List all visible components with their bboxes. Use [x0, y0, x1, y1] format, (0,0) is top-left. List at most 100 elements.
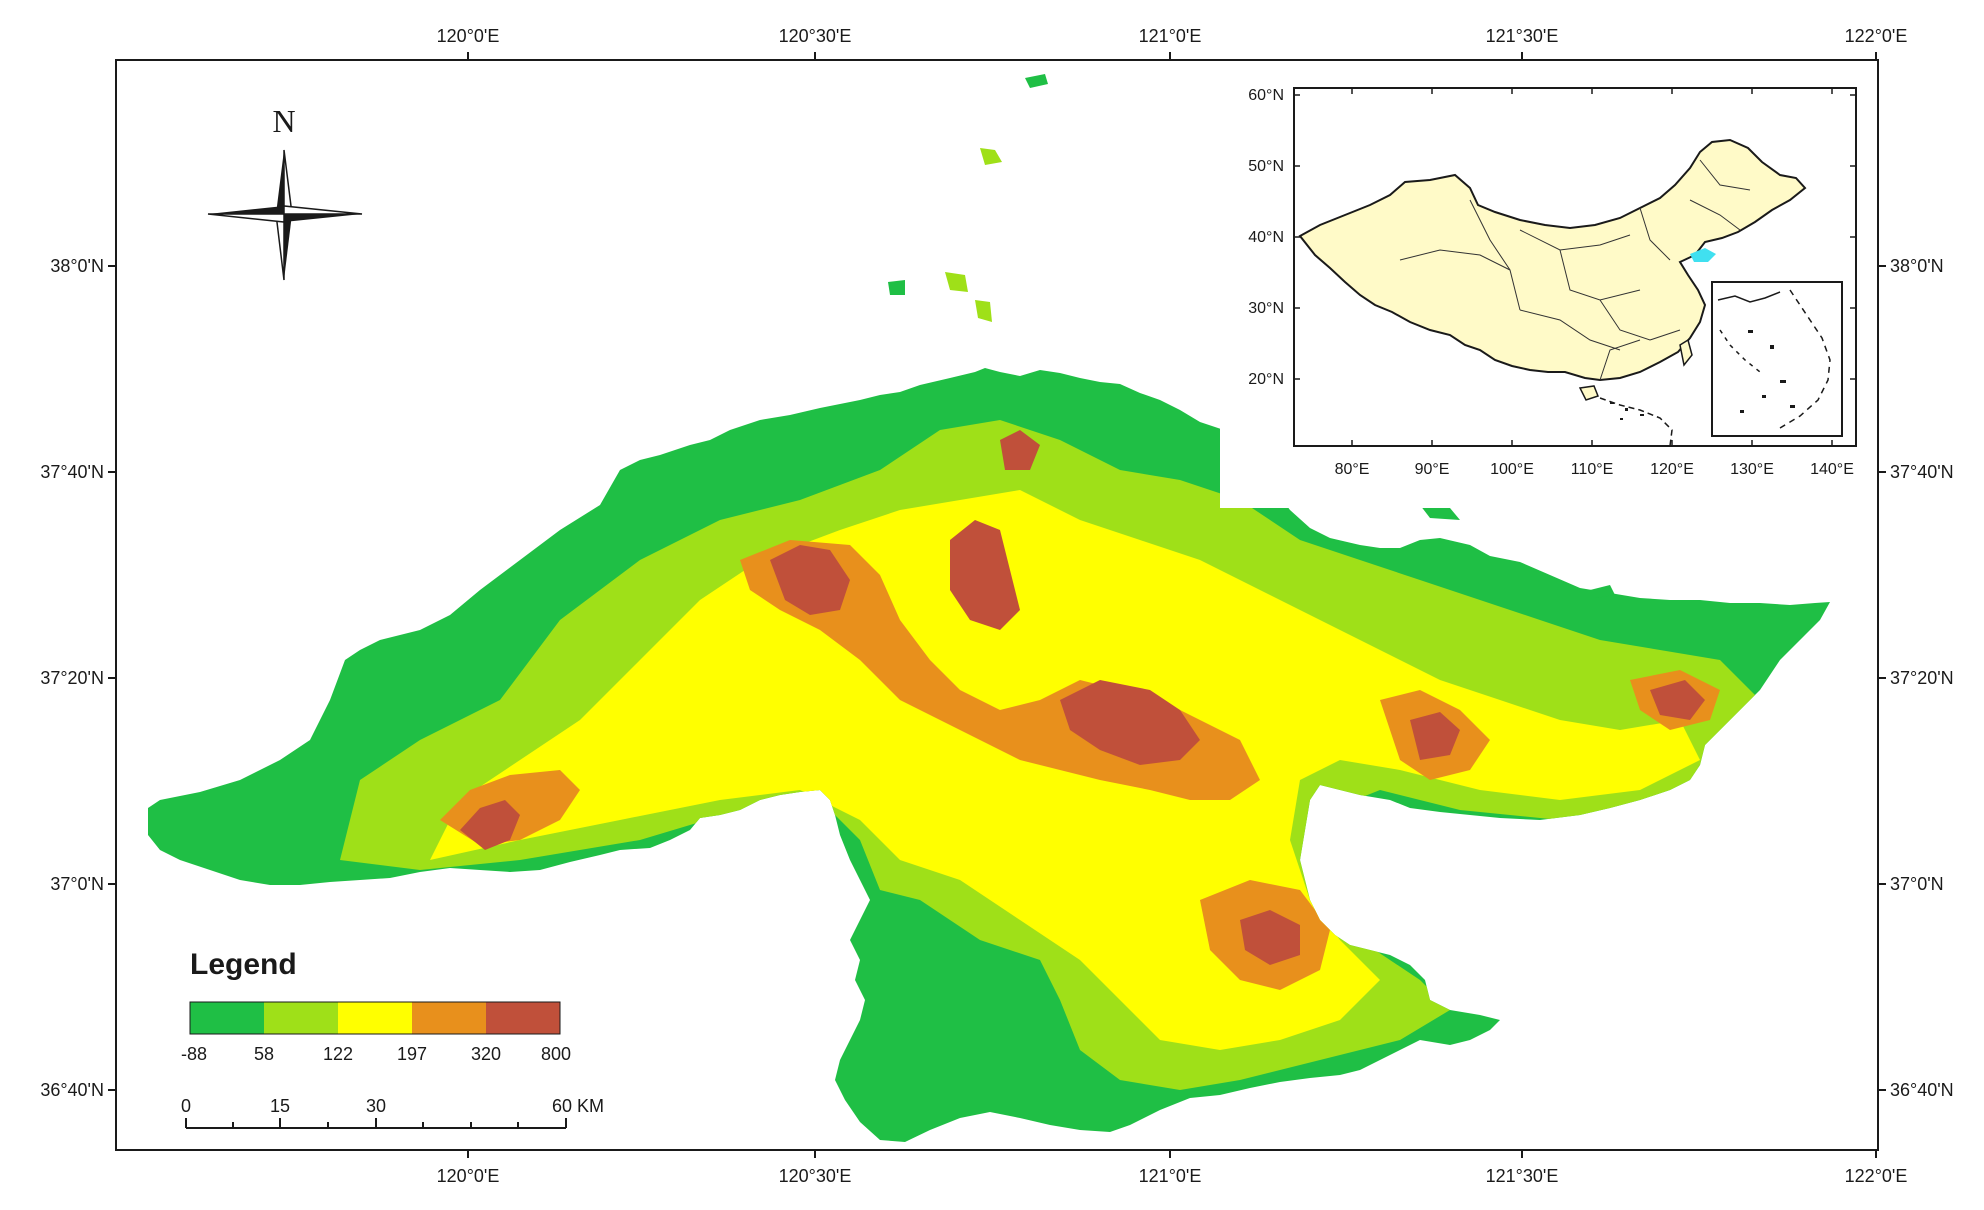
- zone-red-center: [950, 520, 1020, 630]
- right-tick-label: 38°0'N: [1890, 256, 1944, 276]
- right-ticks: 38°0'N 37°40'N 37°20'N 37°0'N 36°40'N: [1878, 256, 1954, 1100]
- south-sea-dashes: [1779, 289, 1831, 429]
- inset-islands: [1610, 402, 1644, 420]
- legend-swatch-5: [486, 1002, 560, 1034]
- scale-label: 0: [181, 1096, 191, 1116]
- south-sea-dashes: [1719, 329, 1761, 373]
- province-line: [1469, 199, 1521, 311]
- top-tick-label: 121°0'E: [1139, 26, 1202, 46]
- bottom-tick-label: 120°30'E: [779, 1166, 852, 1186]
- inset-lon-label: 80°E: [1335, 461, 1370, 478]
- scale-label: 15: [270, 1096, 290, 1116]
- province-line: [1519, 309, 1621, 351]
- inset-lat-label: 30°N: [1248, 300, 1284, 317]
- zone-red-north: [770, 545, 850, 615]
- right-tick-label: 37°20'N: [1890, 668, 1954, 688]
- north-arrow-point-west-light: [207, 213, 285, 223]
- province-line: [1519, 229, 1631, 251]
- province-line: [1399, 249, 1511, 271]
- island: [945, 272, 968, 292]
- north-arrow-point-south: [284, 214, 292, 280]
- inset-lon-label: 120°E: [1650, 461, 1694, 478]
- north-arrow-point-east-light: [283, 205, 363, 215]
- top-ticks: 120°0'E 120°30'E 121°0'E 121°30'E 122°0'…: [437, 26, 1908, 60]
- inset-island: [1610, 402, 1614, 404]
- zone-red-mountain: [1060, 680, 1200, 765]
- inset-study-area: [1690, 248, 1716, 262]
- island: [888, 280, 905, 295]
- inset-island: [1640, 414, 1644, 416]
- south-sea-coast: [1717, 291, 1781, 303]
- inset-island: [1625, 408, 1628, 411]
- elevation-map: [148, 74, 1830, 1142]
- right-tick-label: 37°40'N: [1890, 462, 1954, 482]
- island: [1025, 74, 1048, 88]
- legend-value: 58: [254, 1044, 274, 1064]
- north-arrow: N: [207, 103, 363, 281]
- left-ticks: 38°0'N 37°40'N 37°20'N 37°0'N 36°40'N: [40, 256, 116, 1100]
- left-tick-label: 38°0'N: [50, 256, 104, 276]
- island: [980, 148, 1002, 165]
- inset-country-shape: [1298, 138, 1807, 382]
- north-arrow-point-north: [276, 150, 284, 214]
- scale-label: 30: [366, 1096, 386, 1116]
- inset-lon-label: 130°E: [1730, 461, 1774, 478]
- province-line: [1559, 249, 1641, 301]
- inset-lon-label: 90°E: [1415, 461, 1450, 478]
- zone-red-east: [1410, 712, 1460, 760]
- inset-sea-boundary: [1599, 397, 1673, 447]
- legend-swatch-frame: [189, 1001, 561, 1035]
- legend-value: 320: [471, 1044, 501, 1064]
- right-tick-label: 37°0'N: [1890, 874, 1944, 894]
- inset-south-sea-content: [1717, 289, 1831, 429]
- south-sea-island: [1762, 395, 1766, 398]
- south-sea-island: [1780, 380, 1786, 383]
- scale-label: 60 KM: [552, 1096, 604, 1116]
- top-tick-label: 120°0'E: [437, 26, 500, 46]
- south-sea-island: [1790, 405, 1795, 408]
- inset-hainan: [1578, 385, 1599, 401]
- left-tick-label: 37°0'N: [50, 874, 104, 894]
- island: [1590, 585, 1615, 598]
- north-arrow-label: N: [272, 103, 295, 139]
- legend-swatch-2: [264, 1002, 338, 1034]
- north-arrow-point-south-light: [275, 213, 285, 281]
- legend: Legend -88 58 122 197 320 800: [181, 948, 571, 1064]
- zone-red-north-ridge: [1000, 430, 1040, 470]
- legend-swatch-1: [190, 1002, 264, 1034]
- province-line: [1599, 339, 1641, 381]
- top-tick-label: 120°30'E: [779, 26, 852, 46]
- inset-south-sea-islands: [1740, 330, 1795, 413]
- province-line: [1699, 159, 1751, 191]
- map-frame: [115, 59, 1879, 1151]
- top-tick-label: 122°0'E: [1845, 26, 1908, 46]
- inset-province-lines: [1399, 159, 1751, 381]
- inset-map: 60°N 50°N 40°N 30°N 20°N 80°E 90°E: [1220, 74, 1860, 508]
- inset-lat-label: 40°N: [1248, 229, 1284, 246]
- bottom-tick-label: 120°0'E: [437, 1166, 500, 1186]
- north-arrow-point-west: [208, 206, 284, 214]
- left-tick-label: 37°20'N: [40, 668, 104, 688]
- province-line: [1599, 299, 1681, 341]
- inset-lon-label: 100°E: [1490, 461, 1534, 478]
- legend-swatch-3: [338, 1002, 412, 1034]
- bottom-tick-label: 121°0'E: [1139, 1166, 1202, 1186]
- legend-swatch-4: [412, 1002, 486, 1034]
- island: [975, 300, 992, 322]
- island: [1420, 505, 1460, 520]
- zone-red-far-east: [1650, 680, 1705, 720]
- left-tick-label: 36°40'N: [40, 1080, 104, 1100]
- left-tick-label: 37°40'N: [40, 462, 104, 482]
- province-line: [1639, 207, 1671, 261]
- south-sea-island: [1748, 330, 1753, 333]
- inset-south-sea-box: [1711, 281, 1843, 437]
- bottom-tick-label: 122°0'E: [1845, 1166, 1908, 1186]
- inset-lat-label: 20°N: [1248, 371, 1284, 388]
- bottom-tick-label: 121°30'E: [1486, 1166, 1559, 1186]
- inset-taiwan: [1679, 338, 1693, 367]
- province-line: [1689, 199, 1741, 231]
- inset-lon-label: 110°E: [1571, 461, 1614, 478]
- inset-island: [1620, 418, 1623, 420]
- south-sea-island: [1770, 345, 1774, 349]
